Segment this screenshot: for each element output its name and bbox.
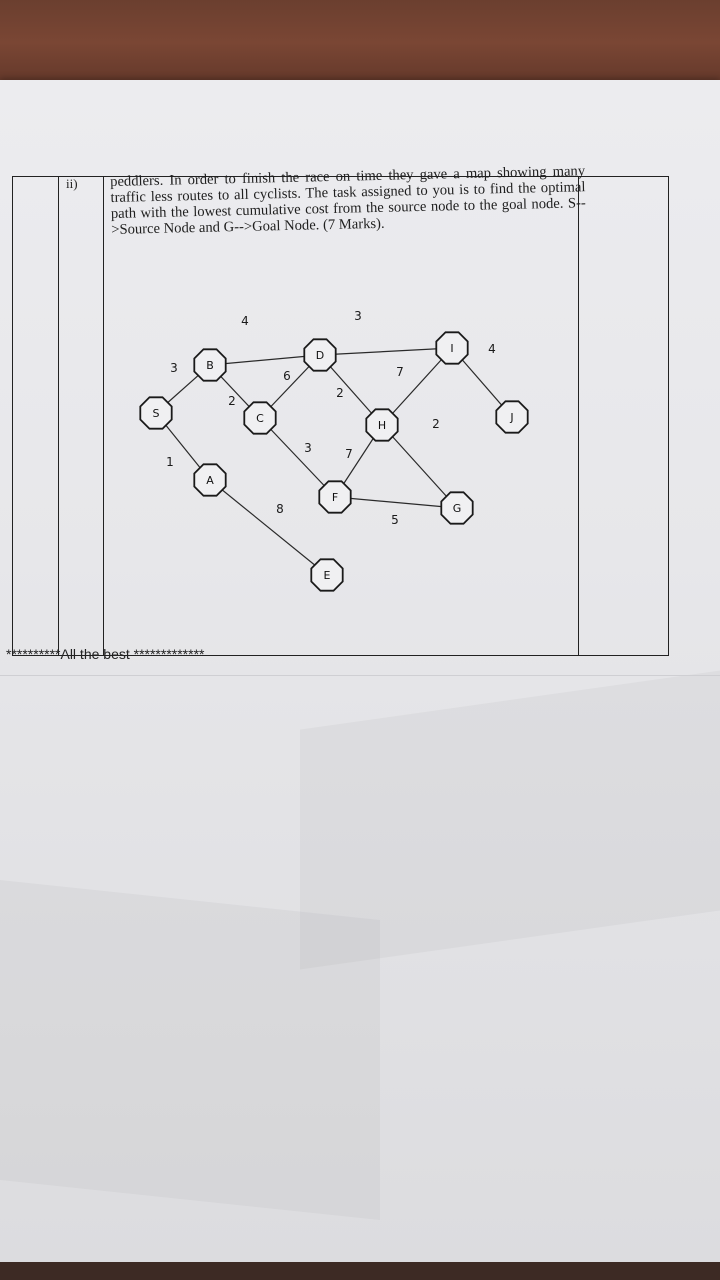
node-b: B <box>193 348 227 382</box>
table-edge-bottom <box>0 1262 720 1280</box>
node-label-b: B <box>206 359 214 372</box>
node-octagon-c <box>243 401 277 435</box>
node-label-f: F <box>332 491 338 504</box>
node-j: J <box>495 400 529 434</box>
edge-weight-d-i: 3 <box>354 309 362 323</box>
footer-all-the-best: **********All the best ************* <box>6 646 205 662</box>
edge-weight-h-f: 7 <box>345 447 353 461</box>
question-table <box>12 176 669 656</box>
node-i: I <box>435 331 469 365</box>
node-octagon-g <box>440 491 474 525</box>
edge-h-g <box>381 424 458 509</box>
node-s: S <box>139 396 173 430</box>
node-octagon-e <box>310 558 344 592</box>
node-label-e: E <box>324 569 331 582</box>
node-c: C <box>243 401 277 435</box>
node-octagon-b <box>193 348 227 382</box>
edge-weight-c-f: 3 <box>304 441 312 455</box>
table-column-divider <box>578 177 579 655</box>
node-e: E <box>310 558 344 592</box>
node-octagon-d <box>303 338 337 372</box>
node-label-d: D <box>316 349 324 362</box>
edge-weight-h-g: 2 <box>432 417 440 431</box>
node-label-s: S <box>153 407 160 420</box>
edge-a-e <box>209 479 328 576</box>
node-octagon-j <box>495 400 529 434</box>
node-octagon-a <box>193 463 227 497</box>
graph-diagram: 3 1 4 2 6 3 3 2 7 7 4 2 5 8 S B A C D F E H I G J <box>139 309 529 592</box>
table-column-divider <box>103 177 104 655</box>
node-octagon-f <box>318 480 352 514</box>
edge-h-i <box>381 347 453 426</box>
exam-paper-sheet <box>0 80 720 1265</box>
table-column-divider <box>58 177 59 655</box>
node-label-i: I <box>450 342 453 355</box>
edge-weight-h-i: 7 <box>396 365 404 379</box>
paper-crease <box>0 880 380 1220</box>
question-number: ii) <box>66 176 78 191</box>
edge-b-d <box>209 354 321 366</box>
edge-weight-b-d: 4 <box>241 314 249 328</box>
node-octagon-h <box>365 408 399 442</box>
footer-divider <box>0 675 720 676</box>
node-label-c: C <box>256 412 264 425</box>
question-text: peddlers. In order to finish the race on… <box>110 163 586 238</box>
edge-f-g <box>334 496 458 509</box>
node-label-g: G <box>453 502 462 515</box>
edge-weight-a-e: 8 <box>276 502 284 516</box>
edge-weight-i-j: 4 <box>488 342 496 356</box>
node-d: D <box>303 338 337 372</box>
node-f: F <box>318 480 352 514</box>
edge-c-f <box>259 417 336 498</box>
node-g: G <box>440 491 474 525</box>
node-a: A <box>193 463 227 497</box>
edge-weight-c-d: 6 <box>283 369 291 383</box>
node-label-h: H <box>378 419 386 432</box>
node-octagon-s <box>139 396 173 430</box>
node-octagon-i <box>435 331 469 365</box>
wooden-table-background <box>0 0 720 95</box>
edge-d-i <box>319 347 453 356</box>
edge-weight-s-b: 3 <box>170 361 178 375</box>
node-h: H <box>365 408 399 442</box>
node-label-j: J <box>509 411 513 424</box>
edge-weight-s-a: 1 <box>166 455 174 469</box>
edge-weight-d-h: 2 <box>336 386 344 400</box>
edge-weight-b-c: 2 <box>228 394 236 408</box>
node-label-a: A <box>206 474 214 487</box>
edge-weight-f-g: 5 <box>391 513 399 527</box>
